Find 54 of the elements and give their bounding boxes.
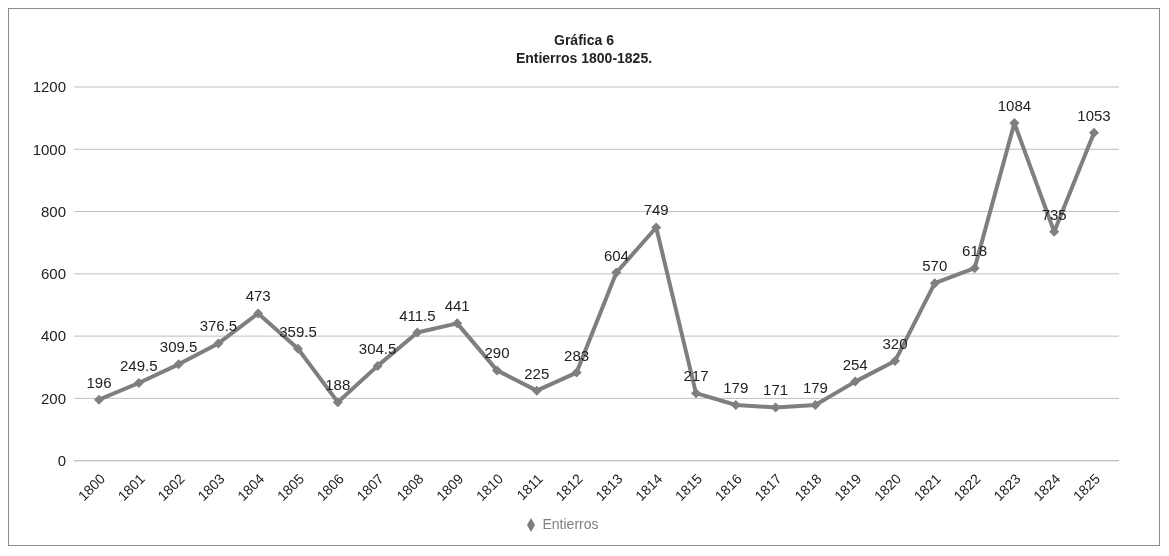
data-label: 735 <box>1041 205 1067 223</box>
point <box>850 376 861 387</box>
chart-subtitle: Entierros 1800-1825. <box>514 49 654 67</box>
y-tick-label: 600 <box>40 265 66 283</box>
data-label: 254 <box>842 355 868 373</box>
point <box>571 367 582 378</box>
point <box>173 359 184 370</box>
point <box>929 278 940 289</box>
point <box>293 343 303 354</box>
data-label: 309.5 <box>159 338 198 356</box>
point <box>810 399 821 410</box>
y-tick-label: 1200 <box>32 78 66 96</box>
y-tick-label: 0 <box>57 452 66 470</box>
point <box>969 263 980 274</box>
y-tick-label: 400 <box>40 327 66 345</box>
point <box>452 318 463 329</box>
y-tick-label: 1000 <box>32 140 66 158</box>
y-tick-label: 200 <box>40 389 66 407</box>
data-label: 749 <box>643 201 669 219</box>
data-label: 570 <box>922 257 948 275</box>
data-label: 1084 <box>997 97 1032 115</box>
point <box>531 385 542 396</box>
point <box>94 394 104 405</box>
point <box>691 388 701 399</box>
point <box>133 378 144 388</box>
data-label: 171 <box>763 381 789 399</box>
point <box>730 399 741 410</box>
point <box>492 365 502 376</box>
data-label: 473 <box>245 287 271 305</box>
point <box>890 356 900 367</box>
point <box>611 267 622 278</box>
legend-label: Entierros <box>542 515 599 532</box>
point <box>332 397 343 408</box>
point <box>1089 127 1099 138</box>
data-label: 304.5 <box>358 339 397 357</box>
data-label: 188 <box>325 376 351 394</box>
data-label: 249.5 <box>120 357 158 374</box>
data-label: 196 <box>86 373 112 391</box>
point <box>253 308 264 319</box>
point <box>412 327 423 338</box>
data-label: 225 <box>524 364 550 382</box>
data-label: 1053 <box>1077 106 1111 124</box>
data-label: 179 <box>723 378 749 396</box>
data-label: 376.5 <box>199 317 238 335</box>
point <box>372 360 383 371</box>
data-label: 604 <box>603 246 629 264</box>
data-label: 441 <box>444 297 470 315</box>
chart-title: Gráfica 6 <box>553 31 615 49</box>
data-label: 290 <box>484 344 510 362</box>
data-label: 179 <box>802 378 828 396</box>
point <box>213 338 224 349</box>
data-label: 411.5 <box>399 306 436 324</box>
data-label: 359.5 <box>279 322 317 340</box>
y-tick-label: 800 <box>40 202 66 220</box>
